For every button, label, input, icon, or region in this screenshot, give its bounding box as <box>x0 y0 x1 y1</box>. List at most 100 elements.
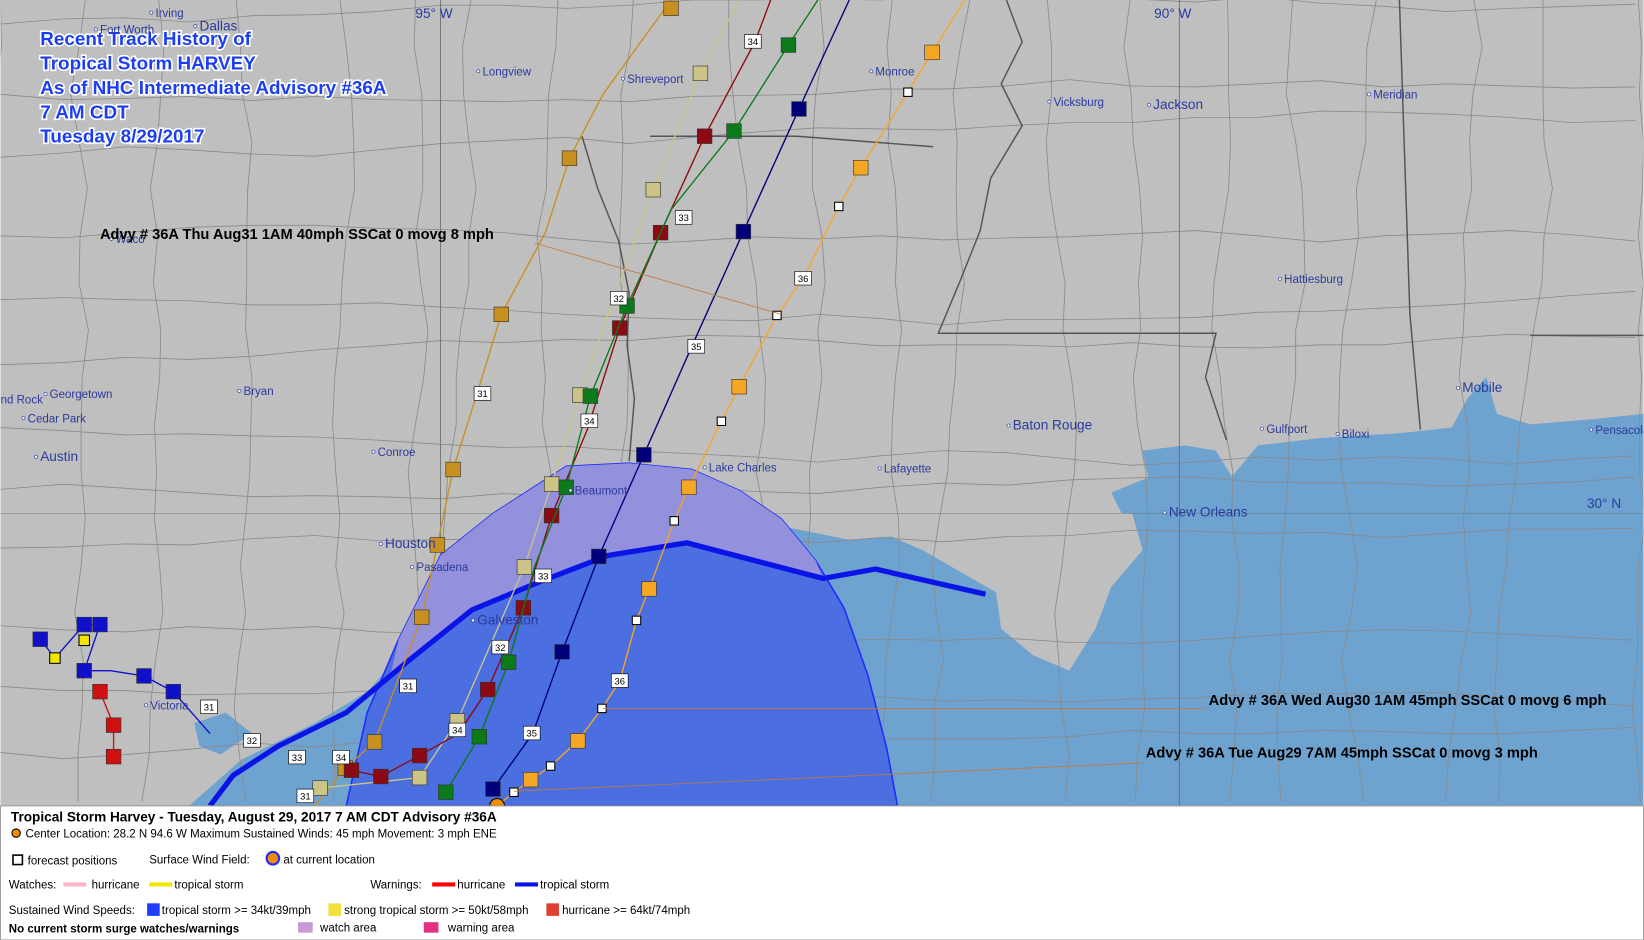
track-label: 32 <box>613 293 623 304</box>
track-label-box <box>200 699 218 714</box>
city-label: Meridian <box>1373 90 1417 102</box>
legend-icon <box>11 828 21 838</box>
track-marker <box>731 379 747 395</box>
track-label-box <box>448 722 467 738</box>
track-marker <box>591 548 607 565</box>
city-label: Victoria <box>150 700 189 712</box>
ts-warning-line <box>207 540 987 806</box>
city-label: Lake Charles <box>709 463 777 475</box>
track-line <box>319 0 740 789</box>
track-label: 31 <box>477 388 487 399</box>
track-label: 36 <box>615 675 625 686</box>
advisory-label: Advy # 36A Tue Aug29 7AM 45mph SSCat 0 m… <box>1146 746 1538 762</box>
city-dot <box>193 24 198 29</box>
county-line <box>1123 0 1149 802</box>
track-marker <box>663 0 679 17</box>
state-border <box>937 0 1228 441</box>
city-dot <box>877 466 882 471</box>
county-line <box>0 527 1636 549</box>
city-dot <box>869 69 874 74</box>
city-dot <box>237 388 242 393</box>
track-marker <box>429 537 446 553</box>
city-label: Fort Worth <box>100 25 154 37</box>
map-area: Recent Track History of Tropical Storm HA… <box>0 0 1644 806</box>
legend-icon <box>147 903 160 916</box>
city-label: Waco <box>116 234 145 246</box>
track-marker <box>76 663 92 679</box>
leader-line <box>534 242 782 315</box>
city-label: Conroe <box>378 447 416 459</box>
track-label-box <box>794 271 812 286</box>
legend-sustained: Sustained Wind Speeds: <box>9 905 135 917</box>
city-label: New Orleans <box>1169 505 1248 520</box>
legend: Tropical Storm Harvey - Tuesday, August … <box>0 805 1644 940</box>
track-marker <box>105 717 122 733</box>
track-marker <box>570 733 586 749</box>
county-line <box>1276 0 1306 802</box>
grid-label: 90° W <box>1154 6 1191 21</box>
county-line <box>0 110 1636 158</box>
title-line: 7 AM CDT <box>40 101 129 122</box>
track-label-box <box>473 386 492 401</box>
track-marker <box>681 479 697 495</box>
legend-watch-ts: tropical storm <box>174 880 243 892</box>
city-dot <box>34 455 38 459</box>
track-marker <box>92 616 108 633</box>
city-label: Monroe <box>875 66 914 78</box>
track-marker <box>411 769 428 786</box>
title-line: Recent Track History of <box>40 28 251 49</box>
county-line <box>1045 0 1078 802</box>
tracks <box>32 0 966 806</box>
track-marker <box>343 762 360 778</box>
county-line <box>1631 0 1644 802</box>
legend-icon <box>265 850 281 866</box>
city-label: Longview <box>482 66 531 78</box>
forecast-marker <box>631 615 642 626</box>
city-dot <box>471 618 475 623</box>
city-dot <box>621 76 625 81</box>
track-label-box <box>296 788 315 804</box>
city-dot <box>1260 426 1265 431</box>
city-dot <box>1162 510 1167 515</box>
city-dot <box>1147 102 1151 107</box>
legend-box <box>0 805 1644 940</box>
track-marker <box>32 631 48 647</box>
track-marker <box>414 609 430 625</box>
legend-warning-area: warning area <box>447 923 515 935</box>
city-label: Gulfport <box>1266 424 1308 436</box>
track-label: 33 <box>678 212 688 223</box>
track-label-box <box>674 210 693 225</box>
title-line: Tuesday 8/29/2017 <box>40 126 204 147</box>
track-marker <box>105 748 122 765</box>
track-label-box <box>523 725 541 741</box>
city-dot <box>476 69 481 74</box>
track-marker <box>49 652 61 664</box>
county-line <box>233 0 253 802</box>
city-label: Galveston <box>477 613 538 628</box>
city-label: Cedar Park <box>28 413 86 425</box>
track-marker <box>853 160 869 176</box>
city-dot <box>568 488 573 493</box>
city-label: Shreveport <box>627 74 684 86</box>
track-marker <box>471 729 487 745</box>
labels: Recent Track History of Tropical Storm HA… <box>0 6 1644 804</box>
advisory-label: Advy # 36A Thu Aug31 1AM 40mph SSCat 0 m… <box>100 227 494 243</box>
legend-icon <box>328 903 341 916</box>
city-dot <box>1006 423 1011 428</box>
city-dot <box>378 541 383 546</box>
state-border <box>1398 0 1422 430</box>
legend-hu: hurricane >= 64kt/74mph <box>562 905 690 917</box>
county-line <box>0 0 1636 25</box>
track-marker <box>516 559 533 575</box>
city-label: Beaumont <box>575 486 628 498</box>
county-line <box>1493 0 1553 802</box>
city-dot <box>1456 385 1460 390</box>
track-label: 33 <box>538 571 548 582</box>
legend-icon <box>423 922 439 933</box>
legend-warn-hu: hurricane <box>457 880 505 892</box>
city-dot <box>410 565 415 569</box>
track-label: 35 <box>526 728 536 739</box>
track-marker <box>438 784 454 800</box>
wind-field-upper <box>390 463 824 676</box>
